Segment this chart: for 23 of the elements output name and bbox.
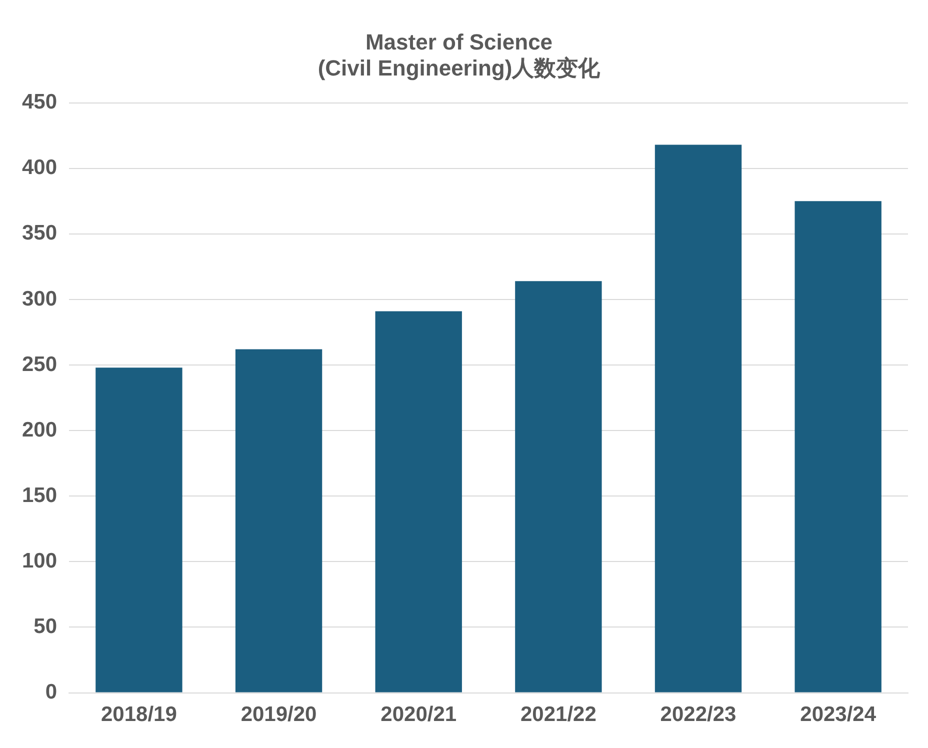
x-tick-label: 2019/20: [240, 703, 317, 726]
chart-title: Master of Science (Civil Engineering)人数变化: [318, 29, 602, 81]
x-tick-label: 2022/23: [660, 703, 736, 726]
x-tick-label: 2021/22: [520, 703, 596, 726]
y-tick-label: 150: [22, 484, 58, 507]
y-tick-label: 50: [34, 615, 58, 638]
y-tick-label: 200: [22, 418, 58, 442]
x-tick-label: 2018/19: [100, 703, 177, 726]
bar: [515, 281, 602, 692]
y-tick-label: 400: [22, 156, 58, 180]
y-tick-label: 450: [22, 90, 58, 114]
x-tick-label: 2023/24: [800, 703, 876, 726]
y-tick-label: 0: [45, 680, 58, 704]
y-tick-label: 250: [22, 352, 58, 376]
bar: [375, 311, 462, 692]
bar: [654, 144, 742, 692]
y-tick-label: 300: [22, 287, 58, 310]
y-tick-label: 350: [22, 222, 58, 245]
bar: [96, 368, 182, 692]
bar: [235, 349, 322, 692]
bar: [794, 201, 882, 692]
x-tick-label: 2020/21: [380, 703, 457, 726]
y-tick-label: 100: [22, 549, 58, 572]
